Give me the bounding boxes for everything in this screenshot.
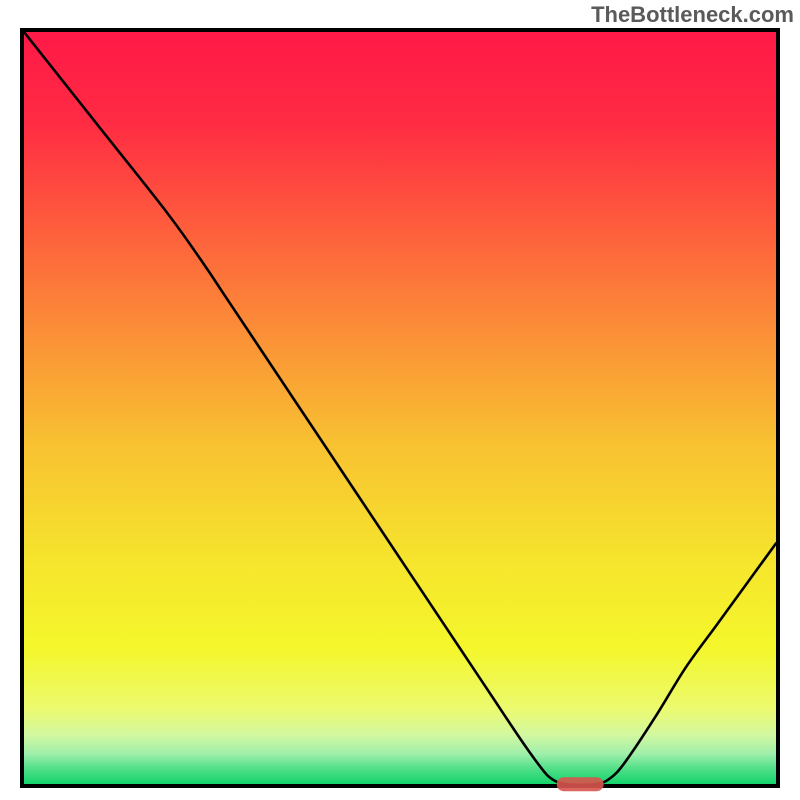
chart-curve: [24, 32, 776, 784]
chart-plot-area: [20, 28, 780, 788]
optimal-marker: [557, 777, 604, 791]
watermark-text: TheBottleneck.com: [591, 2, 794, 28]
curve-path: [24, 32, 776, 784]
